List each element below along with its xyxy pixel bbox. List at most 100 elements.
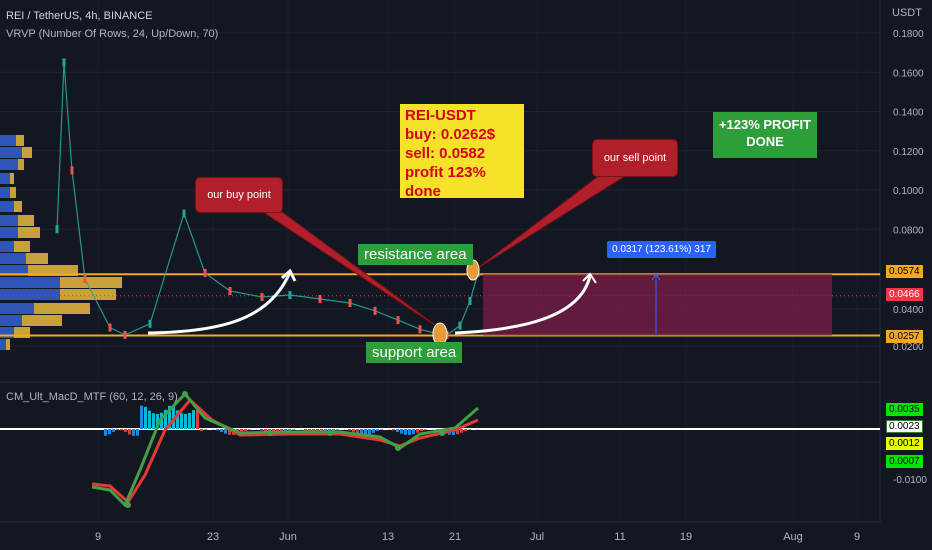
- macd-histogram-bar: [164, 409, 167, 429]
- macd-histogram-bar: [248, 429, 251, 430]
- time-tick-label: Jul: [530, 531, 544, 543]
- macd-histogram-bar: [292, 429, 295, 430]
- macd-cross-dot: [439, 430, 445, 436]
- support-area-label: support area: [366, 342, 463, 363]
- macd-cross-dot: [182, 391, 188, 397]
- volume-profile-down: [26, 253, 48, 264]
- macd-histogram-bar: [452, 429, 455, 435]
- macd-histogram-bar: [108, 429, 111, 435]
- trade-summary-box: REI-USDT buy: 0.0262$ sell: 0.0582 profi…: [400, 104, 524, 200]
- macd-histogram-bar: [116, 429, 119, 431]
- macd-histogram-bar: [260, 429, 263, 431]
- vrvp-indicator-label[interactable]: VRVP (Number Of Rows, 24, Up/Down, 70): [6, 28, 219, 40]
- macd-histogram-bar: [380, 429, 383, 430]
- macd-histogram-bar: [228, 429, 231, 435]
- sell-marker: [466, 259, 480, 281]
- volume-profile-down: [10, 187, 16, 198]
- macd-histogram-bar: [144, 406, 147, 429]
- price-candle: [123, 330, 127, 339]
- macd-histogram-bar: [404, 429, 407, 435]
- price-candle: [260, 293, 264, 301]
- price-candle: [182, 209, 186, 218]
- macd-histogram-bar: [392, 429, 395, 431]
- macd-histogram-bar: [196, 406, 199, 429]
- buy-curve-arrow: [147, 271, 292, 335]
- macd-cross-dot: [395, 445, 401, 451]
- macd-histogram-bar: [460, 429, 463, 433]
- macd-histogram-bar: [124, 429, 127, 433]
- trade-sell: sell: 0.0582: [405, 145, 486, 162]
- macd-histogram-bar: [400, 429, 403, 434]
- price-candle: [396, 316, 400, 325]
- measure-arrow-head: [651, 273, 661, 281]
- macd-histogram-bar: [216, 429, 219, 431]
- profit-target-box: [483, 274, 832, 336]
- volume-profile-down: [14, 241, 30, 252]
- macd-histogram-bar: [412, 429, 415, 435]
- macd-histogram-bar: [148, 410, 151, 429]
- time-tick-label: 13: [382, 531, 394, 543]
- macd-histogram-bar: [364, 429, 367, 435]
- macd-histogram-bar: [348, 429, 351, 431]
- price-candle: [55, 225, 59, 234]
- macd-histogram-bar: [424, 429, 427, 430]
- volume-profile-up: [0, 135, 16, 146]
- macd-histogram-bar: [120, 429, 123, 431]
- macd-histogram-bar: [188, 412, 191, 429]
- macd-histogram-bar: [356, 429, 359, 434]
- time-tick-label: 9: [854, 531, 860, 543]
- macd-histogram-bar: [468, 429, 471, 430]
- macd-indicator-label[interactable]: CM_Ult_MacD_MTF (60, 12, 26, 9): [6, 391, 178, 403]
- macd-histogram-bar: [368, 429, 371, 435]
- price-candle: [288, 291, 292, 299]
- macd-cross-dot: [125, 502, 131, 508]
- time-tick-label: 9: [95, 531, 101, 543]
- volume-profile-up: [0, 227, 18, 238]
- macd-histogram-bar: [176, 410, 179, 429]
- macd-histogram-bar: [224, 429, 227, 434]
- volume-profile-up: [0, 253, 26, 264]
- volume-profile-up: [0, 173, 10, 184]
- profit-done-box: +123% PROFIT DONE: [713, 112, 817, 158]
- price-candle: [70, 166, 74, 175]
- price-tick-label: 0.0800: [893, 225, 924, 236]
- volume-profile-down: [22, 147, 32, 158]
- symbol-title: REI / TetherUS, 4h, BINANCE: [6, 10, 153, 22]
- macd-histogram-bar: [376, 429, 379, 432]
- volume-profile-up: [0, 289, 60, 300]
- macd-histogram-bar: [160, 412, 163, 429]
- volume-profile-down: [28, 265, 78, 276]
- macd-tag-3: 0.0012: [886, 437, 923, 450]
- price-candle: [468, 297, 472, 305]
- sell-curve-arrowhead: [582, 272, 597, 284]
- macd-histogram-bar: [416, 429, 419, 433]
- volume-profile-up: [0, 147, 22, 158]
- time-tick-label: 11: [614, 531, 625, 543]
- volume-profile-up: [0, 277, 60, 288]
- price-candle: [62, 58, 66, 67]
- macd-histogram-bar: [420, 429, 423, 432]
- profit-line-2: DONE: [746, 134, 784, 149]
- price-candle: [348, 299, 352, 307]
- macd-histogram-bar: [104, 429, 107, 436]
- price-tick-label: 0.1200: [893, 147, 924, 158]
- macd-histogram-bar: [112, 429, 115, 432]
- macd-histogram-bar: [168, 405, 171, 429]
- resistance-price-tag: 0.0574: [886, 265, 923, 278]
- price-candle: [203, 269, 207, 277]
- macd-histogram-bar: [464, 429, 467, 432]
- volume-profile-down: [6, 339, 10, 350]
- volume-profile-down: [60, 289, 116, 300]
- price-tick-label: 0.1600: [893, 68, 924, 79]
- volume-profile-up: [0, 265, 28, 276]
- macd-histogram-bar: [132, 429, 135, 436]
- macd-cross-dot: [267, 430, 273, 436]
- macd-histogram-bar: [408, 429, 411, 435]
- volume-profile-up: [0, 339, 6, 350]
- volume-profile-down: [14, 201, 22, 212]
- price-tick-label: 0.1400: [893, 108, 924, 119]
- measure-tool-label[interactable]: 0.0317 (123.61%) 317: [607, 241, 716, 258]
- trade-buy: buy: 0.0262$: [405, 126, 496, 143]
